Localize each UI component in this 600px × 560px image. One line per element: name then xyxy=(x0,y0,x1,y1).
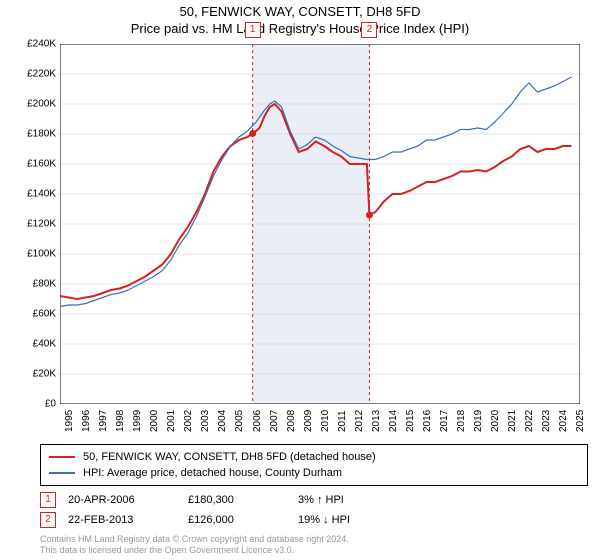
sale-event-row: 1 20-APR-2006£180,3003% ↑ HPI xyxy=(40,490,418,510)
x-axis-label: 1996 xyxy=(81,410,92,432)
sale-event-date: 22-FEB-2013 xyxy=(68,514,188,526)
x-axis-label: 2005 xyxy=(234,410,245,432)
y-axis-label: £60K xyxy=(33,309,56,320)
y-axis-label: £100K xyxy=(27,249,56,260)
y-axis-label: £140K xyxy=(27,189,56,200)
y-axis-label: £240K xyxy=(27,39,56,50)
legend-box: 50, FENWICK WAY, CONSETT, DH8 5FD (detac… xyxy=(40,444,588,486)
legend-item: HPI: Average price, detached house, Coun… xyxy=(49,465,579,481)
x-axis-label: 2004 xyxy=(217,410,228,432)
sale-marker-flag: 1 xyxy=(245,22,261,38)
footer-attribution: Contains HM Land Registry data © Crown c… xyxy=(40,534,349,556)
x-axis-label: 2003 xyxy=(200,410,211,432)
x-axis-label: 1997 xyxy=(98,410,109,432)
sale-event-marker: 1 xyxy=(40,492,56,508)
x-axis-label: 2018 xyxy=(456,410,467,432)
footer-line-1: Contains HM Land Registry data © Crown c… xyxy=(40,534,349,545)
sale-event-price: £126,000 xyxy=(188,514,298,526)
x-axis-label: 2010 xyxy=(320,410,331,432)
x-axis-label: 1995 xyxy=(64,410,75,432)
chart-subtitle: Price paid vs. HM Land Registry's House … xyxy=(0,21,600,36)
x-axis-label: 2014 xyxy=(388,410,399,432)
sale-events-list: 1 20-APR-2006£180,3003% ↑ HPI 2 22-FEB-2013… xyxy=(40,490,418,530)
x-axis-label: 2022 xyxy=(524,410,535,432)
y-axis-label: £40K xyxy=(33,339,56,350)
x-axis-label: 2025 xyxy=(575,410,586,432)
sale-event-performance: 3% ↑ HPI xyxy=(298,494,418,506)
x-axis-label: 2000 xyxy=(149,410,160,432)
x-axis-label: 2009 xyxy=(303,410,314,432)
y-axis-label: £120K xyxy=(27,219,56,230)
sale-marker-flag: 2 xyxy=(361,22,377,38)
x-axis-label: 1998 xyxy=(115,410,126,432)
chart-svg xyxy=(60,44,580,404)
x-axis-label: 2017 xyxy=(439,410,450,432)
y-axis-label: £160K xyxy=(27,159,56,170)
y-axis-label: £0 xyxy=(45,399,56,410)
y-axis-label: £20K xyxy=(33,369,56,380)
legend-label: HPI: Average price, detached house, Coun… xyxy=(83,467,342,479)
legend-label: 50, FENWICK WAY, CONSETT, DH8 5FD (detac… xyxy=(83,451,376,463)
sale-event-performance: 19% ↓ HPI xyxy=(298,514,418,526)
y-axis-label: £80K xyxy=(33,279,56,290)
x-axis-label: 2021 xyxy=(507,410,518,432)
title-block: 50, FENWICK WAY, CONSETT, DH8 5FD Price … xyxy=(0,0,600,36)
y-axis-label: £180K xyxy=(27,129,56,140)
x-axis-label: 2016 xyxy=(422,410,433,432)
x-axis-label: 2020 xyxy=(490,410,501,432)
legend-item: 50, FENWICK WAY, CONSETT, DH8 5FD (detac… xyxy=(49,449,579,465)
chart-title-address: 50, FENWICK WAY, CONSETT, DH8 5FD xyxy=(0,4,600,19)
x-axis-label: 2015 xyxy=(405,410,416,432)
x-axis-label: 2008 xyxy=(286,410,297,432)
x-axis-label: 2019 xyxy=(473,410,484,432)
sale-event-date: 20-APR-2006 xyxy=(68,494,188,506)
x-axis-label: 2007 xyxy=(269,410,280,432)
legend-swatch xyxy=(49,456,75,458)
sale-marker-dot xyxy=(366,212,373,219)
x-axis-label: 2002 xyxy=(183,410,194,432)
x-axis-label: 2023 xyxy=(541,410,552,432)
x-axis-label: 2024 xyxy=(558,410,569,432)
x-axis-label: 2013 xyxy=(371,410,382,432)
sale-marker-dot xyxy=(249,130,256,137)
x-axis-label: 2006 xyxy=(252,410,263,432)
footer-line-2: This data is licensed under the Open Gov… xyxy=(40,545,349,556)
y-axis-label: £220K xyxy=(27,69,56,80)
x-axis-label: 2001 xyxy=(166,410,177,432)
x-axis-label: 2012 xyxy=(354,410,365,432)
sale-event-marker: 2 xyxy=(40,512,56,528)
y-axis-label: £200K xyxy=(27,99,56,110)
sale-event-row: 2 22-FEB-2013£126,00019% ↓ HPI xyxy=(40,510,418,530)
legend-swatch xyxy=(49,472,75,474)
chart-container: 50, FENWICK WAY, CONSETT, DH8 5FD Price … xyxy=(0,0,600,560)
x-axis-label: 1999 xyxy=(132,410,143,432)
sale-event-price: £180,300 xyxy=(188,494,298,506)
x-axis-label: 2011 xyxy=(337,410,348,432)
chart-plot-area: £0£20K£40K£60K£80K£100K£120K£140K£160K£1… xyxy=(60,44,580,404)
